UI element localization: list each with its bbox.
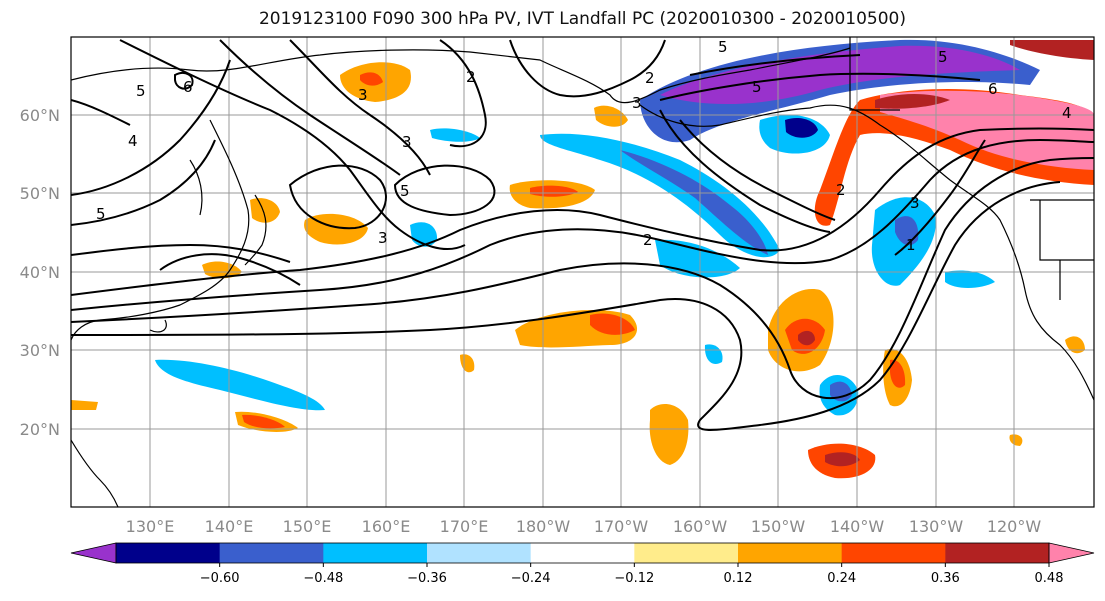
- colorbar-tick-label: −0.36: [407, 571, 447, 586]
- map-frame: [70, 36, 1095, 508]
- colorbar-tick-label: 0.48: [1035, 571, 1064, 586]
- lon-tick-label: 150°E: [283, 517, 332, 536]
- colorbar: [70, 542, 1095, 564]
- colorbar-tick-label: −0.24: [511, 571, 551, 586]
- contour-label: 4: [128, 132, 138, 150]
- contour-label: 6: [988, 80, 998, 98]
- contour-labels: 5 4 6 2 3 5 3 2 5 6 5 4 3 1 3 5 2 5 3 2: [96, 38, 1072, 254]
- colorbar-swatch: [219, 543, 324, 563]
- lon-tick-label: 170°E: [440, 517, 489, 536]
- colorbar-extend-high: [1048, 542, 1095, 564]
- contour-label: 3: [910, 194, 920, 212]
- longitude-labels: 130°E 140°E 150°E 160°E 170°E 180°W 170°…: [126, 517, 1042, 536]
- contour-label: 3: [402, 133, 412, 151]
- lon-tick-label: 150°W: [751, 517, 806, 536]
- contour-label: 6: [183, 78, 193, 96]
- lat-tick-label: 40°N: [20, 263, 60, 282]
- colorbar-swatch: [323, 543, 428, 563]
- colorbar-swatch: [945, 543, 1050, 563]
- contour-label: 5: [938, 48, 948, 66]
- lon-tick-label: 180°W: [516, 517, 571, 536]
- colorbar-tick-label: 0.36: [931, 571, 960, 586]
- gridlines: [71, 37, 1094, 507]
- colorbar-tick-label: −0.12: [614, 571, 654, 586]
- colorbar-outline: [115, 542, 1050, 564]
- colorbar-tick-label: −0.48: [303, 571, 343, 586]
- colorbar-tick-label: 0.24: [827, 571, 856, 586]
- colorbar-labels: −0.60 −0.48 −0.36 −0.24 −0.12 0.12 0.24 0.36 0.4…: [200, 563, 1064, 586]
- lat-tick-label: 20°N: [20, 420, 60, 439]
- lon-tick-label: 170°W: [594, 517, 649, 536]
- lon-tick-label: 120°W: [987, 517, 1042, 536]
- colorbar-tick-label: 0.12: [724, 571, 753, 586]
- contour-label: 3: [632, 94, 642, 112]
- colorbar-swatch: [738, 543, 843, 563]
- lat-tick-label: 60°N: [20, 106, 60, 125]
- lon-tick-label: 160°E: [362, 517, 411, 536]
- contour-label: 5: [136, 82, 146, 100]
- colorbar-swatch: [116, 543, 221, 563]
- lon-tick-label: 130°E: [126, 517, 175, 536]
- lon-tick-label: 130°W: [909, 517, 964, 536]
- contour-label: 5: [752, 78, 762, 96]
- contour-label: 2: [466, 68, 476, 86]
- contour-label: 3: [358, 86, 368, 104]
- lon-tick-label: 160°W: [673, 517, 728, 536]
- contour-label: 2: [643, 231, 653, 249]
- map-title: 2019123100 F090 300 hPa PV, IVT Landfall…: [258, 9, 906, 29]
- lon-tick-label: 140°E: [205, 517, 254, 536]
- colorbar-swatch: [634, 543, 739, 563]
- contour-label: 5: [400, 182, 410, 200]
- lat-tick-label: 30°N: [20, 341, 60, 360]
- colorbar-swatch: [427, 543, 532, 563]
- colorbar-swatch: [841, 543, 946, 563]
- colorbar-tick-label: −0.60: [200, 571, 240, 586]
- contour-label: 4: [1062, 104, 1072, 122]
- lon-tick-label: 140°W: [830, 517, 885, 536]
- pv-contours: [71, 39, 1094, 431]
- contour-label: 5: [96, 205, 106, 223]
- contour-label: 2: [645, 69, 655, 87]
- map-panel: 5 4 6 2 3 5 3 2 5 6 5 4 3 1 3 5 2 5 3 2: [71, 37, 1094, 507]
- contour-label: 3: [378, 229, 388, 247]
- colorbar-swatch: [530, 543, 635, 563]
- latitude-labels: 60°N 50°N 40°N 30°N 20°N: [20, 106, 60, 439]
- contour-label: 1: [906, 236, 916, 254]
- colorbar-extend-low: [70, 542, 117, 564]
- contour-label: 2: [836, 181, 846, 199]
- contour-label: 5: [718, 38, 728, 56]
- lat-tick-label: 50°N: [20, 184, 60, 203]
